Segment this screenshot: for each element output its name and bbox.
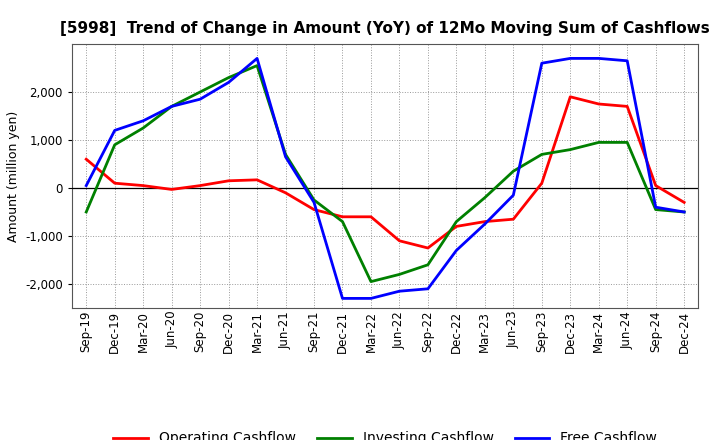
Investing Cashflow xyxy=(452,219,461,224)
Investing Cashflow xyxy=(253,63,261,68)
Line: Free Cashflow: Free Cashflow xyxy=(86,59,684,298)
Investing Cashflow xyxy=(139,125,148,131)
Operating Cashflow xyxy=(253,177,261,183)
Operating Cashflow xyxy=(225,178,233,183)
Free Cashflow xyxy=(566,56,575,61)
Free Cashflow xyxy=(509,193,518,198)
Investing Cashflow xyxy=(82,209,91,215)
Free Cashflow xyxy=(366,296,375,301)
Title: [5998]  Trend of Change in Amount (YoY) of 12Mo Moving Sum of Cashflows: [5998] Trend of Change in Amount (YoY) o… xyxy=(60,21,710,36)
Investing Cashflow xyxy=(282,152,290,157)
Operating Cashflow xyxy=(652,183,660,188)
Y-axis label: Amount (million yen): Amount (million yen) xyxy=(6,110,19,242)
Investing Cashflow xyxy=(395,272,404,277)
Operating Cashflow xyxy=(282,190,290,195)
Free Cashflow xyxy=(310,200,318,205)
Investing Cashflow xyxy=(167,104,176,109)
Free Cashflow xyxy=(338,296,347,301)
Free Cashflow xyxy=(225,80,233,85)
Free Cashflow xyxy=(395,289,404,294)
Investing Cashflow xyxy=(366,279,375,284)
Line: Operating Cashflow: Operating Cashflow xyxy=(86,97,684,248)
Investing Cashflow xyxy=(110,142,119,147)
Free Cashflow xyxy=(139,118,148,124)
Operating Cashflow xyxy=(310,207,318,212)
Legend: Operating Cashflow, Investing Cashflow, Free Cashflow: Operating Cashflow, Investing Cashflow, … xyxy=(107,426,663,440)
Free Cashflow xyxy=(82,183,91,188)
Free Cashflow xyxy=(282,154,290,159)
Investing Cashflow xyxy=(680,209,688,215)
Investing Cashflow xyxy=(310,198,318,203)
Free Cashflow xyxy=(680,209,688,215)
Investing Cashflow xyxy=(338,219,347,224)
Investing Cashflow xyxy=(196,89,204,95)
Free Cashflow xyxy=(595,56,603,61)
Operating Cashflow xyxy=(509,216,518,222)
Operating Cashflow xyxy=(537,180,546,186)
Investing Cashflow xyxy=(537,152,546,157)
Operating Cashflow xyxy=(680,200,688,205)
Line: Investing Cashflow: Investing Cashflow xyxy=(86,66,684,282)
Operating Cashflow xyxy=(480,219,489,224)
Investing Cashflow xyxy=(423,262,432,268)
Free Cashflow xyxy=(167,104,176,109)
Operating Cashflow xyxy=(139,183,148,188)
Operating Cashflow xyxy=(82,157,91,162)
Free Cashflow xyxy=(196,96,204,102)
Free Cashflow xyxy=(423,286,432,291)
Operating Cashflow xyxy=(338,214,347,220)
Investing Cashflow xyxy=(623,140,631,145)
Operating Cashflow xyxy=(196,183,204,188)
Operating Cashflow xyxy=(623,104,631,109)
Operating Cashflow xyxy=(595,101,603,106)
Free Cashflow xyxy=(537,61,546,66)
Operating Cashflow xyxy=(423,246,432,251)
Investing Cashflow xyxy=(595,140,603,145)
Investing Cashflow xyxy=(566,147,575,152)
Operating Cashflow xyxy=(366,214,375,220)
Free Cashflow xyxy=(480,221,489,227)
Operating Cashflow xyxy=(395,238,404,243)
Free Cashflow xyxy=(110,128,119,133)
Investing Cashflow xyxy=(225,75,233,80)
Investing Cashflow xyxy=(652,207,660,212)
Operating Cashflow xyxy=(110,180,119,186)
Free Cashflow xyxy=(652,205,660,210)
Free Cashflow xyxy=(452,248,461,253)
Free Cashflow xyxy=(253,56,261,61)
Operating Cashflow xyxy=(167,187,176,192)
Operating Cashflow xyxy=(566,94,575,99)
Investing Cashflow xyxy=(480,195,489,200)
Free Cashflow xyxy=(623,58,631,63)
Operating Cashflow xyxy=(452,224,461,229)
Investing Cashflow xyxy=(509,169,518,174)
